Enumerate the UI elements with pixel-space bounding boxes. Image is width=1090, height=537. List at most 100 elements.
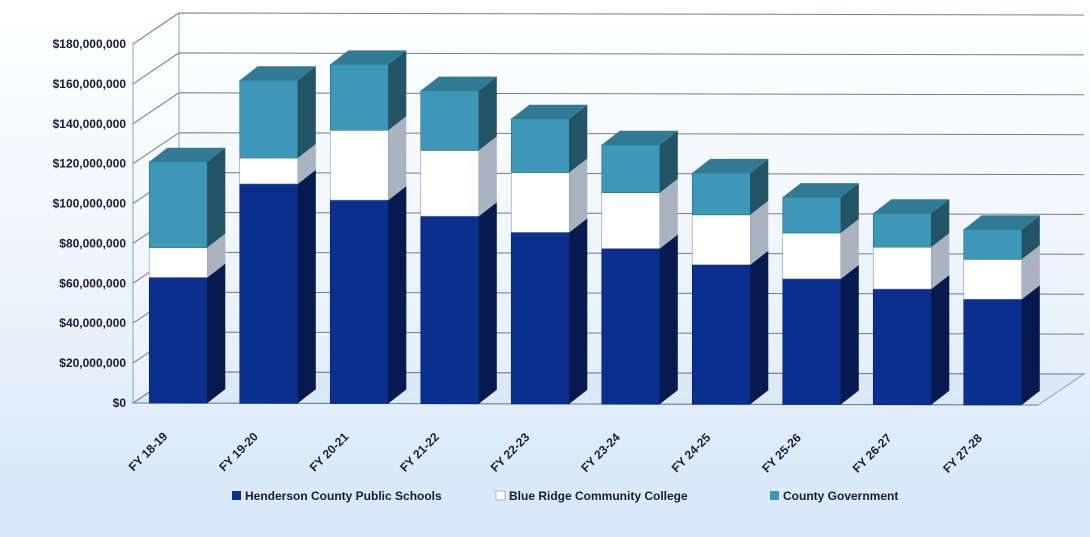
bar-front [691, 172, 751, 216]
legend-swatch [495, 490, 506, 501]
bar-front [239, 79, 299, 159]
bar-stack [691, 158, 769, 405]
bar-side [659, 178, 678, 249]
y-tick-label: $40,000,000 [59, 316, 126, 330]
x-category-label: FY 18-19 [126, 429, 171, 474]
bar-segment [963, 285, 1040, 406]
bar-front [872, 288, 932, 405]
bar-top [239, 66, 316, 81]
legend: Henderson County Public Schools Blue Ridg… [232, 489, 898, 503]
legend-item: County Government [770, 489, 898, 503]
bar-stack [420, 76, 497, 405]
bar-segment [420, 202, 497, 405]
bar-side [1021, 285, 1040, 405]
bar-segment [148, 233, 226, 278]
bar-side [840, 264, 859, 405]
bar-side [388, 116, 407, 201]
y-tick-label: $180,000,000 [53, 37, 127, 51]
x-category-label: FY 19-20 [216, 429, 261, 474]
bar-side [659, 130, 678, 193]
bar-side [207, 263, 226, 404]
legend-swatch [770, 491, 779, 500]
bar-segment [872, 275, 950, 405]
bar-side [750, 158, 769, 215]
gridline [132, 132, 1085, 165]
x-category-label: FY 21-22 [397, 430, 442, 475]
x-category-label: FY 24-25 [669, 430, 714, 475]
bar-top [873, 199, 950, 214]
bar-front [601, 248, 661, 405]
bar-side [569, 104, 588, 173]
bar-segment [239, 169, 316, 404]
x-category-label: FY 27-28 [940, 431, 985, 476]
bar-segment [420, 136, 497, 217]
legend-label: County Government [783, 489, 898, 503]
bar-side [388, 50, 407, 131]
bar-side [1021, 215, 1040, 260]
y-axis-ticks: $0 $20,000,000 $40,000,000 $60,000,000 $80,0… [53, 37, 127, 410]
legend-item: Blue Ridge Community College [495, 489, 688, 503]
bar-segment [782, 219, 859, 280]
y-tick-label: $100,000,000 [53, 197, 127, 211]
bar-stack [963, 215, 1040, 406]
bar-side [297, 144, 316, 184]
bar-segment [420, 76, 497, 151]
bar-top [601, 130, 678, 145]
bar-segment [872, 233, 950, 290]
bar-segment [329, 186, 407, 404]
bar-side [1021, 245, 1040, 300]
bar-side [478, 202, 497, 404]
bar-segment [601, 178, 678, 249]
bar-side [840, 183, 859, 233]
bar-top [782, 183, 859, 198]
bar-front [872, 212, 932, 248]
bar-segment [601, 234, 678, 405]
bar-side [931, 275, 950, 405]
bar-side [478, 136, 497, 217]
bar-segment [239, 144, 316, 185]
bar-stack [782, 183, 859, 405]
bar-front [963, 229, 1023, 260]
bar-segment [148, 263, 226, 404]
bar-segment [329, 50, 407, 131]
bar-side [931, 233, 950, 289]
x-axis-categories: FY 18-19 FY 19-20 FY 20-21 FY 21-22 FY 22-23… [126, 429, 985, 476]
bar-segment [691, 200, 769, 265]
bar-side [659, 234, 678, 405]
bar-side [931, 199, 950, 248]
bar-front [420, 150, 480, 217]
bar-stack [329, 50, 407, 404]
x-category-label: FY 20-21 [307, 430, 352, 475]
y-tick-label: $80,000,000 [59, 236, 126, 250]
gridline [132, 12, 1085, 45]
bar-segment [601, 130, 678, 193]
bar-top [420, 76, 497, 91]
bar-stack [872, 199, 950, 405]
bar-stack [510, 104, 588, 405]
bar-top [511, 104, 588, 119]
bar-side [478, 76, 497, 151]
bar-top [330, 50, 407, 65]
bar-front [239, 183, 299, 404]
bar-segment [872, 199, 950, 248]
bar-front [329, 64, 389, 131]
bar-side [207, 147, 226, 248]
bar-front [510, 172, 570, 233]
bar-side [297, 169, 316, 404]
bar-segment [963, 245, 1040, 300]
bar-side [840, 219, 859, 279]
bars [148, 50, 1040, 406]
bar-segment [510, 104, 588, 173]
bar-top [149, 147, 226, 162]
bar-front [420, 215, 480, 405]
bar-front [691, 214, 751, 265]
legend-item: Henderson County Public Schools [232, 489, 442, 503]
bar-front [963, 298, 1023, 406]
bar-segment [239, 66, 316, 159]
y-tick-label: $60,000,000 [59, 276, 126, 290]
bar-side [750, 250, 769, 405]
y-tick-label: $20,000,000 [59, 356, 126, 370]
x-category-label: FY 26-27 [850, 431, 895, 476]
bar-front [963, 259, 1023, 300]
